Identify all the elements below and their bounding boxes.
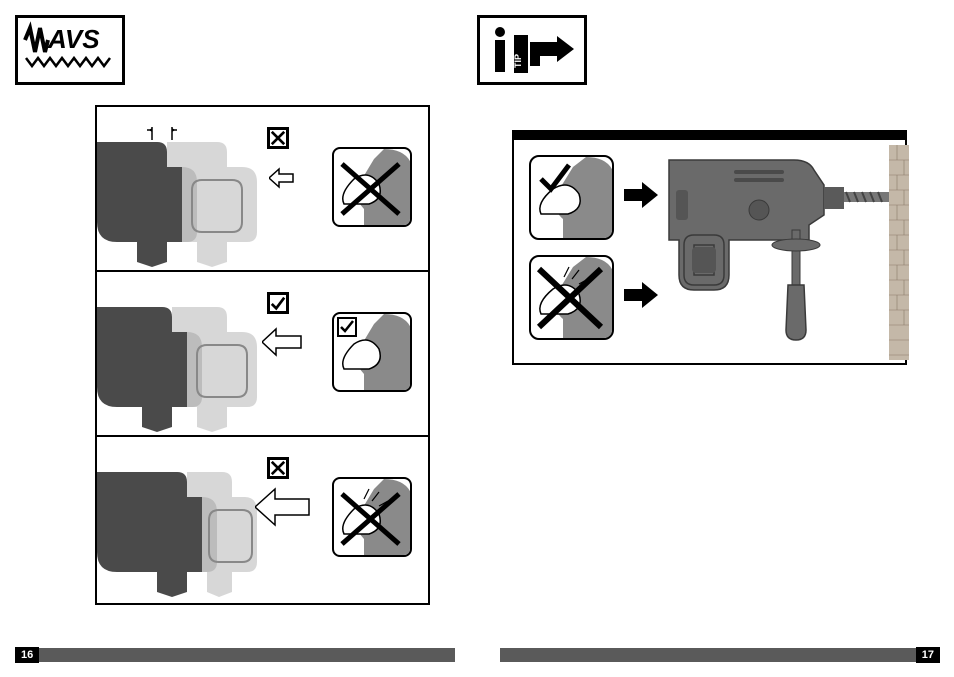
status-wrong-icon xyxy=(267,127,289,149)
tip-label: TIP xyxy=(513,54,523,68)
pressure-arrow-medium xyxy=(262,327,302,357)
arrow-right-icon xyxy=(624,280,659,310)
footer-bar-right xyxy=(500,648,940,662)
arm-posture-correct xyxy=(332,312,412,392)
avs-logo: AVS xyxy=(15,15,125,85)
arm-posture-wrong xyxy=(332,147,412,227)
page-number-left: 16 xyxy=(15,647,39,663)
drill-wall-illustration xyxy=(664,145,909,360)
drill-illustration xyxy=(97,442,267,597)
page-right: TIP xyxy=(477,0,954,677)
pressure-arrow-small xyxy=(269,167,294,189)
arm-posture-strain xyxy=(332,477,412,557)
pressure-arrow-large xyxy=(255,487,310,527)
drill-illustration xyxy=(97,112,267,267)
arrow-right-icon xyxy=(624,180,659,210)
footer-bar-left xyxy=(15,648,455,662)
diagram-row-too-much xyxy=(97,437,428,605)
avs-text: AVS xyxy=(47,24,100,54)
drilling-posture-diagram xyxy=(512,130,907,365)
drill-illustration xyxy=(97,277,267,432)
vibration-force-diagram xyxy=(95,105,430,605)
status-correct-icon xyxy=(267,292,289,314)
diagram-row-too-little xyxy=(97,107,428,272)
page-number-right: 17 xyxy=(916,647,940,663)
diagram-row-correct xyxy=(97,272,428,437)
arm-correct-box xyxy=(529,155,614,240)
info-tip-icon: TIP xyxy=(477,15,587,85)
status-wrong-icon xyxy=(267,457,289,479)
page-left: AVS xyxy=(0,0,477,677)
arm-wrong-box xyxy=(529,255,614,340)
